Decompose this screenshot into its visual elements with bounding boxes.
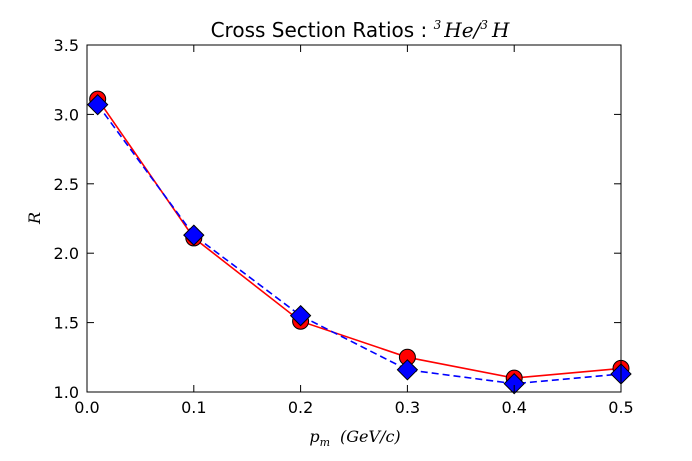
series-blue-diamonds-point-4 (503, 372, 525, 395)
title-denominator: H (491, 18, 510, 42)
axis-ticks: 0.0 0.1 0.2 0.3 0.4 0.5 1.0 1.5 2.0 2.5 3.0 3.5 (54, 36, 634, 417)
title-numerator: He/ (443, 18, 482, 42)
series-blue-diamonds-point-0 (86, 93, 109, 116)
title-sup-2: 3 (480, 18, 488, 32)
svg-text:pm(GeV/c): pm (GeV/c) (309, 427, 400, 449)
series-blue-diamonds-line (97, 104, 622, 385)
x-axis-label-var: p (309, 427, 319, 446)
series-red-circles-line (97, 98, 622, 379)
plot-data-layer (86, 90, 632, 395)
x-axis-label-sub: m (320, 436, 330, 449)
x-tick-label-0: 0.0 (74, 398, 99, 417)
x-tick-label-3: 0.3 (395, 398, 420, 417)
y-tick-label-2: 2.0 (54, 244, 79, 263)
x-axis-label: pm (GeV/c) (309, 427, 400, 449)
y-tick-label-4: 3.0 (54, 105, 79, 124)
chart-title-text: Cross Section Ratios : (211, 18, 434, 42)
y-axis-label: R (25, 212, 44, 225)
x-tick-label-5: 0.5 (608, 398, 633, 417)
x-tick-label-4: 0.4 (501, 398, 526, 417)
series-blue-diamonds-point-3 (396, 359, 419, 381)
y-tick-label-3: 2.5 (54, 175, 79, 194)
title-sup-1: 3 (434, 18, 442, 32)
chart-title: Cross Section Ratios : 3 He/3 H (211, 18, 510, 42)
series-blue-diamonds-point-1 (183, 224, 205, 246)
x-axis-label-units: (GeV/c) (340, 427, 401, 446)
x-tick-label-1: 0.1 (181, 398, 206, 417)
y-tick-label-1: 1.5 (54, 314, 79, 333)
x-tick-label-2: 0.2 (288, 398, 313, 417)
series-blue-diamonds-point-2 (289, 304, 312, 327)
y-tick-label-5: 3.5 (54, 36, 79, 55)
plot-frame (86, 44, 622, 393)
y-tick-label-0: 1.0 (54, 383, 79, 402)
svg-text:Cross Section Ratios : 3He/3H: Cross Section Ratios : 3 He/3 H (211, 18, 510, 42)
